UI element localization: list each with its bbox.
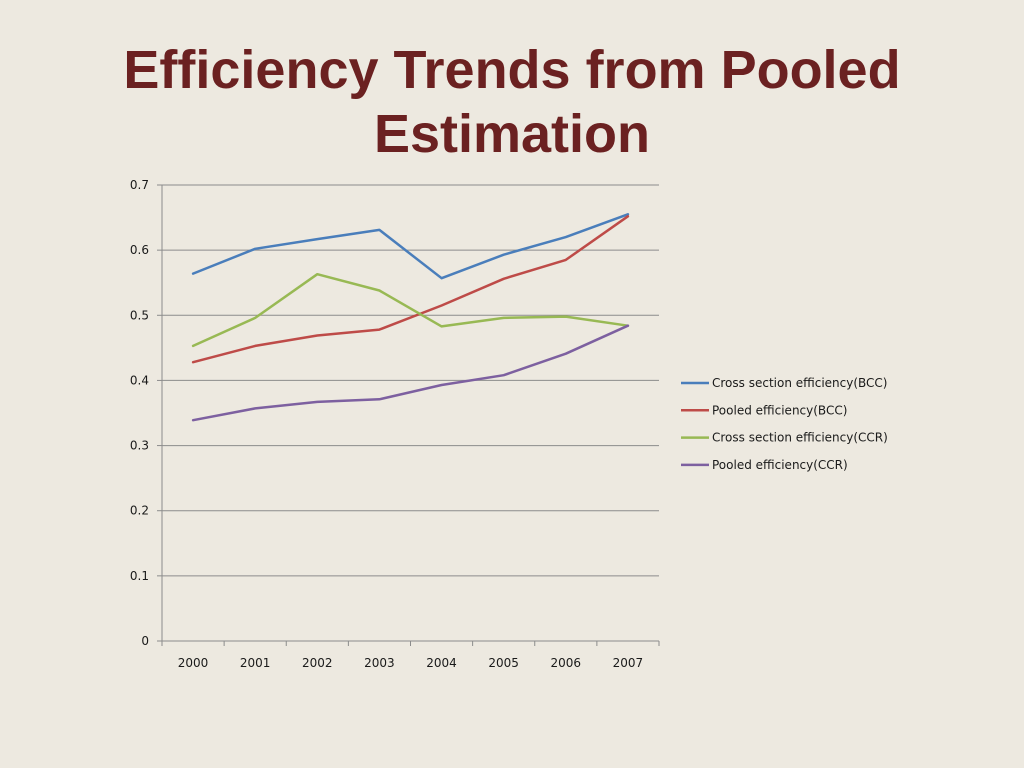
y-tick-label: 0.5: [130, 308, 149, 322]
series-line-2: [191, 215, 630, 364]
legend: Cross section efficiency(BCC) Pooled effi…: [681, 376, 888, 472]
x-tick-label: 2007: [613, 656, 644, 670]
legend-item: Cross section efficiency(CCR): [681, 431, 888, 445]
legend-label: Cross section efficiency(CCR): [712, 431, 888, 445]
y-tick-label: 0: [141, 634, 149, 648]
y-tick-label: 0.4: [130, 373, 149, 387]
x-tick-label: 2000: [178, 656, 209, 670]
y-tick-label: 0.2: [130, 504, 149, 518]
y-tick-label: 0.6: [130, 243, 149, 257]
x-tick-label: 2003: [364, 656, 395, 670]
x-tick-label: 2005: [488, 656, 519, 670]
x-tick-label: 2001: [240, 656, 271, 670]
series-line-3: [191, 272, 630, 348]
legend-item: Cross section efficiency(BCC): [681, 376, 888, 390]
legend-label: Pooled efficiency(CCR): [712, 458, 848, 472]
series-line-4: [191, 324, 630, 422]
x-tick-label: 2004: [426, 656, 457, 670]
slide-title: Efficiency Trends from Pooled Estimation: [123, 40, 901, 164]
legend-label: Pooled efficiency(BCC): [712, 403, 847, 417]
legend-label: Cross section efficiency(BCC): [712, 376, 888, 390]
gridlines: [162, 184, 659, 577]
y-tick-label: 0.7: [130, 178, 149, 192]
y-tick-label: 0.3: [130, 439, 149, 453]
legend-item: Pooled efficiency(CCR): [681, 458, 848, 472]
series-lines: [191, 213, 630, 422]
axes: 0 0.1 0.2 0.3 0.4 0.5 0.6 0.7 2000 2001 2002 2003 20…: [130, 178, 660, 670]
series-line-1: [191, 213, 630, 280]
x-tick-label: 2002: [302, 656, 333, 670]
x-tick-label: 2006: [551, 656, 582, 670]
legend-item: Pooled efficiency(BCC): [681, 403, 847, 417]
y-tick-label: 0.1: [130, 569, 149, 583]
